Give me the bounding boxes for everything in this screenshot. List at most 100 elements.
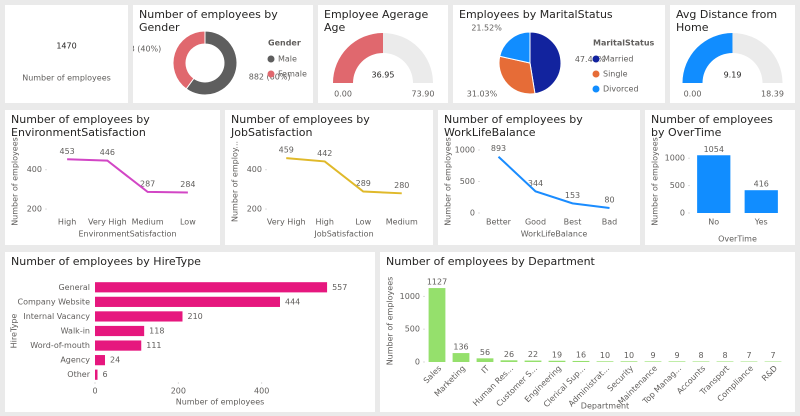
bar — [95, 340, 142, 351]
data-label: 287 — [140, 179, 155, 188]
data-label: 16 — [576, 350, 586, 359]
data-label: 111 — [146, 341, 161, 350]
legend-swatch — [592, 85, 600, 93]
legend-title: MaritalStatus — [593, 39, 655, 48]
bar — [620, 361, 638, 362]
data-label: 442 — [317, 149, 332, 158]
gauge-fill — [333, 33, 383, 83]
bar — [644, 361, 662, 362]
chart-title: Number of employees by WorkLifeBalance — [444, 113, 583, 139]
data-label: 9 — [650, 351, 655, 360]
card-label: Number of employees — [22, 74, 111, 83]
card-value: 1470 — [56, 42, 76, 51]
data-label: 31.03% — [467, 89, 498, 98]
x-tick-label: Yes — [754, 218, 768, 227]
data-label: 893 — [491, 144, 506, 153]
x-tick-label: Human Res... — [471, 364, 515, 408]
y-tick-label: Company Website — [18, 297, 91, 306]
bar — [716, 361, 734, 362]
line — [286, 157, 402, 195]
y-tick-label: Agency — [60, 356, 90, 365]
gauge-value: 36.95 — [372, 71, 395, 80]
chart: 1470 Number of employees — [22, 42, 111, 83]
data-label: 21.52% — [471, 23, 502, 32]
panel: 0 500 1000 Number of employees Better 893 Good… — [438, 110, 640, 245]
data-label: 56 — [480, 348, 490, 357]
chart-title: Number of employees by Gender — [139, 8, 278, 34]
legend-label: Married — [603, 55, 633, 64]
chart: 0 500 1000 Number of employees 1054 No 416 Yes O… — [651, 137, 778, 244]
chart-title: Employee Agerage Age — [324, 8, 429, 34]
data-label: 8 — [722, 351, 727, 360]
x-tick-label: Very High — [267, 218, 306, 227]
data-label: 153 — [565, 191, 580, 200]
gauge-range-label: 73.90 — [412, 90, 435, 99]
x-tick-label: Bad — [602, 218, 617, 227]
y-tick-label: 500 — [405, 325, 420, 334]
data-label: 557 — [332, 283, 347, 292]
x-tick-label: 400 — [254, 387, 269, 396]
chart-title: Number of employees by Department — [386, 255, 595, 268]
y-tick-label: 0 — [680, 209, 685, 218]
data-label: 289 — [356, 179, 371, 188]
panel: 0 200 400 557 General 444 Company Website 210 In… — [5, 252, 375, 412]
y-tick-label: Internal Vacancy — [23, 312, 90, 321]
x-tick-label: Very High — [88, 218, 127, 227]
bar — [428, 288, 446, 362]
panel: 9.19 0.00 18.39 Avg Distance from Home — [670, 5, 795, 103]
x-tick-label: Medium — [386, 218, 418, 227]
data-label: 284 — [180, 180, 195, 189]
x-tick-label: IT — [480, 364, 492, 376]
chart: 47.46% 31.03% 21.52% MaritalStatus Married Si… — [467, 23, 655, 98]
data-label: 7 — [746, 351, 751, 360]
legend-swatch — [267, 55, 275, 63]
bar — [95, 355, 105, 366]
y-tick-label: 0 — [470, 209, 475, 218]
y-tick-label: 200 — [27, 205, 42, 214]
data-label: 24 — [110, 356, 120, 365]
x-tick-label: High — [58, 218, 76, 227]
chart: 9.19 0.00 18.39 — [682, 32, 784, 99]
data-label: 1054 — [704, 145, 724, 154]
bar — [95, 296, 280, 307]
panel: 36.95 0.00 73.90 Employee Agerage Age — [318, 5, 448, 103]
data-label: 444 — [285, 297, 300, 306]
data-label: 118 — [149, 327, 164, 336]
x-tick-label: Low — [355, 218, 371, 227]
x-axis-title: EnvironmentSatisfaction — [78, 230, 176, 239]
x-tick-label: Medium — [132, 218, 164, 227]
panel: 882 (60%)588 (40%)GenderMaleFemaleNumber… — [133, 5, 313, 103]
bar — [95, 369, 98, 380]
data-label: 22 — [528, 350, 538, 359]
bar — [524, 360, 542, 362]
slice — [185, 30, 238, 96]
bar — [95, 325, 145, 337]
data-label: 416 — [754, 180, 769, 189]
bar — [697, 155, 731, 213]
y-tick-label: 400 — [247, 165, 262, 174]
bar — [596, 361, 614, 362]
gauge-range-label: 0.00 — [334, 90, 352, 99]
legend-label: Female — [278, 70, 307, 79]
gauge-range-label: 18.39 — [761, 90, 784, 99]
chart: 36.95 0.00 73.90 — [333, 33, 435, 99]
panel: 0 500 1000 Number of employees 1127 Sales 136 M… — [380, 252, 795, 412]
chart: 0 200 400 557 General 444 Company Website 210 In… — [10, 282, 347, 407]
chart-title: Number of employees by HireType — [11, 255, 201, 268]
chart: 200 400 Number of employees High 453 Very Hig… — [11, 137, 197, 239]
bar — [452, 353, 470, 362]
data-label: 136 — [453, 343, 468, 352]
chart-title: Number of employees by OverTime — [651, 113, 773, 139]
data-label: 10 — [600, 351, 610, 360]
x-axis-title: JobSatisfaction — [313, 230, 373, 239]
x-tick-label: Sales — [422, 364, 443, 385]
bar — [95, 311, 183, 322]
chart: 200 400 Number of employ... Very High 459 Hig… — [231, 141, 418, 239]
data-label: 453 — [59, 147, 74, 156]
chart-title: Employees by MaritalStatus — [459, 8, 613, 21]
panel: 200 400 Number of employ... Very High 459 Hig… — [225, 110, 433, 245]
bar — [476, 358, 494, 362]
data-label: 80 — [604, 195, 614, 204]
